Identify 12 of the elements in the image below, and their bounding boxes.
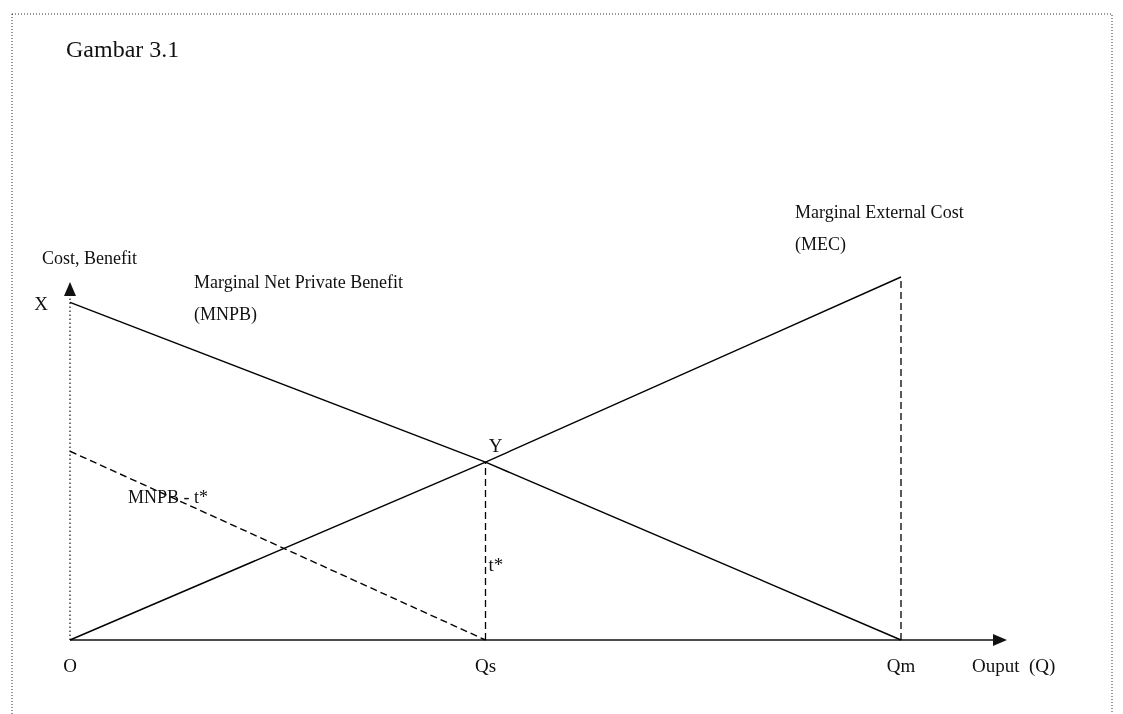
series-label: Marginal Net Private Benefit (MNPB) <box>194 272 404 325</box>
ref-line-label: t* <box>488 554 504 576</box>
text: Marginal External Cost (MEC) <box>795 202 964 255</box>
x-tick-label: Qs <box>474 655 497 676</box>
y-axis-title: Cost, Benefit <box>42 248 137 268</box>
chart-title: Gambar 3.1 <box>66 36 180 62</box>
series-label: MNPB - t* <box>128 487 209 507</box>
x-tick-label: O <box>63 655 77 676</box>
x-axis-title: Ouput (Q) <box>972 655 1056 677</box>
annotation: Y <box>488 435 503 457</box>
x-tick-label: Qm <box>886 655 916 676</box>
annotation: X <box>34 293 49 315</box>
